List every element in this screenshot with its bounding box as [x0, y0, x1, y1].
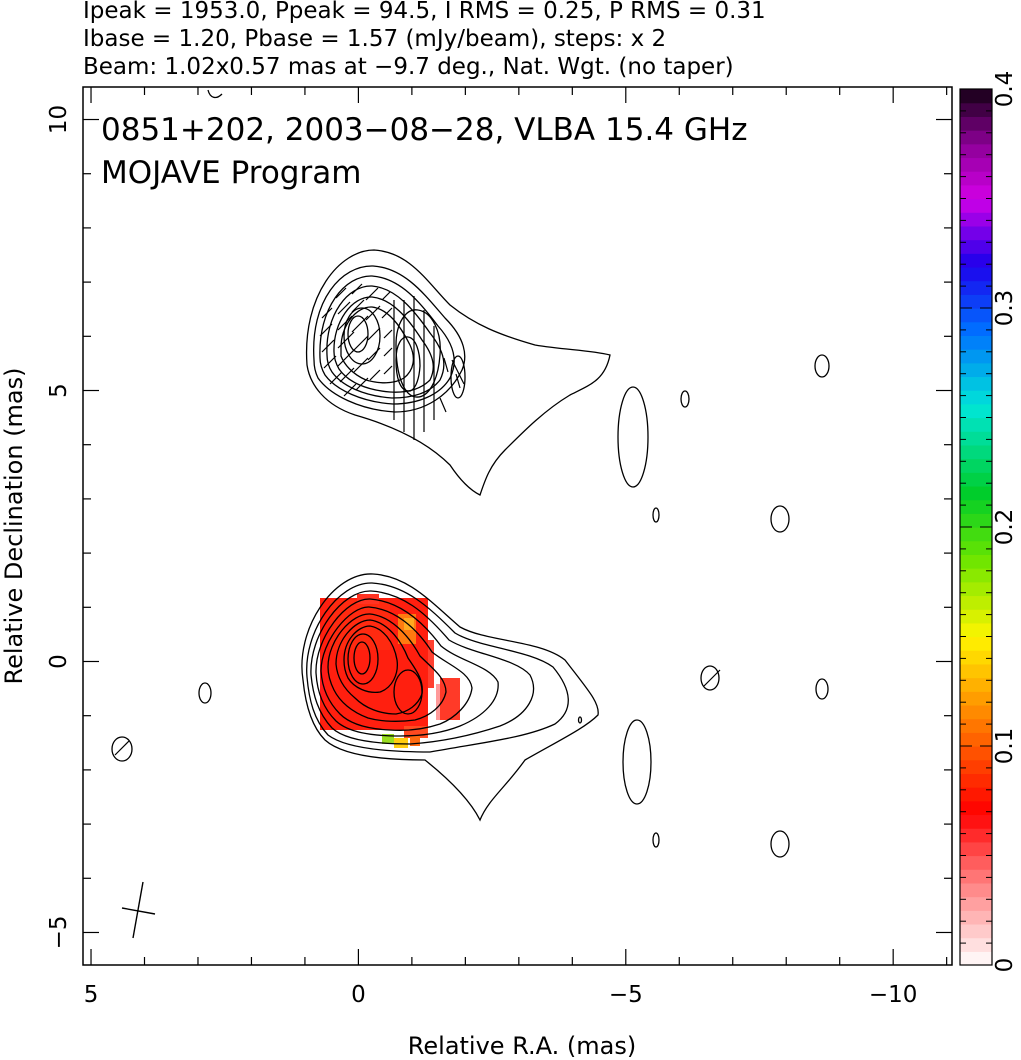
colorbar-cell: [960, 527, 992, 542]
colorbar-cell: [960, 253, 992, 268]
map-content: [111, 89, 830, 939]
colorbar-cell: [960, 800, 992, 816]
y-axis-label: Relative Declination (mas): [0, 367, 28, 684]
colorbar-cell: [960, 636, 992, 651]
colorbar-cell: [960, 198, 992, 213]
colorbar-cell: [960, 828, 992, 843]
colorbar-cell: [960, 951, 992, 966]
beam-cross: [121, 881, 156, 939]
colorbar-cell: [960, 910, 992, 925]
colorbar-cell: [960, 266, 992, 282]
colorbar-cell: [960, 308, 992, 323]
colorbar-cell: [960, 882, 992, 898]
colorbar-cell: [960, 622, 992, 638]
x-tick-label: 0: [351, 982, 366, 1008]
colorbar-cell: [960, 417, 992, 432]
colorbar-cell: [960, 650, 992, 665]
colorbar-cell: [960, 458, 992, 473]
colorbar-ticks: [960, 88, 992, 966]
colorbar-cell: [960, 732, 992, 747]
colorbar-cell: [960, 746, 992, 761]
y-tick-label: 0: [46, 654, 72, 669]
axis-tick-labels: 5 0 −5 −10 −5 0 5 10: [46, 105, 917, 1008]
colorbar-cell: [960, 116, 992, 131]
colorbar-cell: [960, 513, 992, 528]
colorbar-cell: [960, 294, 992, 309]
colorbar-cell: [960, 349, 992, 364]
colorbar-cell: [960, 472, 992, 487]
colorbar-cell: [960, 896, 992, 911]
colorbar-cell: [960, 390, 992, 405]
colorbar-cell: [960, 595, 992, 610]
x-tick-label: 5: [84, 982, 99, 1008]
colorbar-cell: [960, 321, 992, 336]
x-axis-label: Relative R.A. (mas): [408, 1032, 636, 1060]
colorbar-cell: [960, 869, 992, 884]
colorbar-cell: [960, 431, 992, 446]
colorbar-tick-label: 0.2: [992, 509, 1018, 546]
map-subtitle: MOJAVE Program: [101, 155, 361, 191]
colorbar-cell: [960, 704, 992, 720]
plot-frame: [82, 86, 953, 966]
colorbar-cell: [960, 157, 992, 172]
colorbar-cell: [960, 609, 992, 624]
colorbar-tick-labels: 0 0.1 0.2 0.3 0.4: [992, 71, 1018, 973]
colorbar-cell: [960, 568, 992, 583]
colorbar-cell: [960, 759, 992, 774]
y-tick-label: 10: [46, 105, 72, 134]
evpa-vectors: [114, 283, 721, 756]
colorbar-cell: [960, 376, 992, 391]
colorbar-tick-label: 0.3: [992, 290, 1018, 327]
intensity-contours-lower: [111, 573, 829, 858]
colorbar-tick-label: 0.4: [992, 71, 1018, 108]
header-line-2: Ibase = 1.20, Pbase = 1.57 (mJy/beam), s…: [83, 26, 666, 52]
map-title: 0851+202, 2003−08−28, VLBA 15.4 GHz: [101, 112, 747, 148]
colorbar-cell: [960, 184, 992, 200]
colorbar: 0 0.1 0.2 0.3 0.4: [959, 71, 1018, 973]
colorbar-cell: [960, 143, 992, 159]
header-line-3: Beam: 1.02x0.57 mas at −9.7 deg., Nat. W…: [83, 54, 734, 80]
y-tick-label: −5: [46, 916, 72, 950]
colorbar-cell: [960, 773, 992, 788]
colorbar-cell: [960, 787, 992, 802]
colorbar-cell: [960, 280, 992, 295]
colorbar-cell: [960, 855, 992, 870]
colorbar-gradient: [960, 89, 992, 966]
colorbar-cell: [960, 937, 992, 952]
colorbar-cell: [960, 239, 992, 254]
colorbar-cell: [960, 677, 992, 692]
y-tick-label: 5: [46, 383, 72, 398]
colorbar-cell: [960, 212, 992, 227]
colorbar-cell: [960, 485, 992, 501]
colorbar-cell: [960, 718, 992, 733]
colorbar-cell: [960, 130, 992, 145]
colorbar-cell: [960, 814, 992, 829]
colorbar-cell: [960, 841, 992, 857]
colorbar-tick-label: 0: [992, 958, 1018, 973]
colorbar-cell: [960, 540, 992, 555]
colorbar-tick-label: 0.1: [992, 728, 1018, 765]
colorbar-cell: [960, 403, 992, 419]
x-tick-label: −10: [869, 982, 918, 1008]
colorbar-cell: [960, 499, 992, 514]
colorbar-cell: [960, 335, 992, 350]
colorbar-cell: [960, 225, 992, 241]
colorbar-cell: [960, 691, 992, 706]
header: Ipeak = 1953.0, Ppeak = 94.5, I RMS = 0.…: [83, 0, 766, 80]
colorbar-cell: [960, 362, 992, 378]
colorbar-cell: [960, 554, 992, 569]
x-tick-label: −5: [609, 982, 643, 1008]
colorbar-cell: [960, 102, 992, 117]
axis-ticks: [83, 87, 952, 965]
colorbar-cell: [960, 171, 992, 186]
colorbar-cell: [960, 581, 992, 597]
header-line-1: Ipeak = 1953.0, Ppeak = 94.5, I RMS = 0.…: [83, 0, 766, 24]
colorbar-cell: [960, 444, 992, 460]
colorbar-cell: [960, 923, 992, 939]
colorbar-cell: [960, 89, 992, 104]
colorbar-cell: [960, 663, 992, 679]
